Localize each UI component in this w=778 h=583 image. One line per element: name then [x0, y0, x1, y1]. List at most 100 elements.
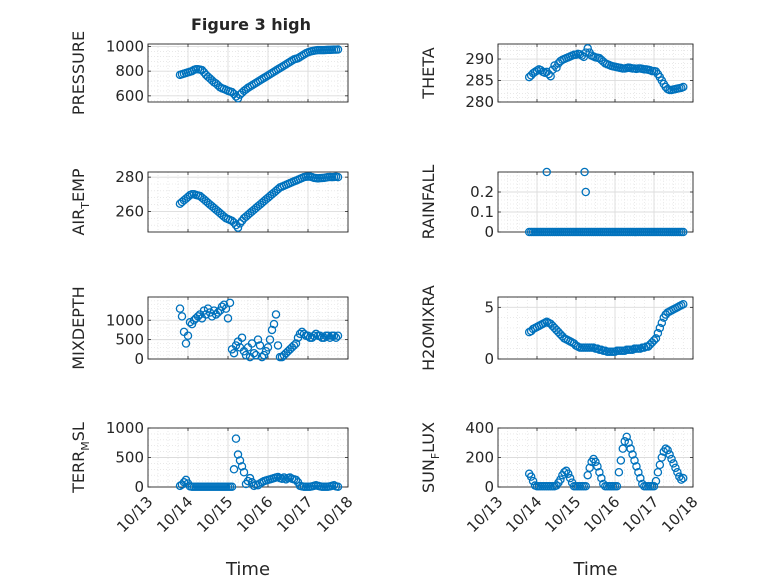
data-point — [263, 343, 273, 352]
data-point — [229, 348, 239, 358]
data-point — [636, 473, 645, 483]
ytick-label: 280 — [465, 93, 494, 111]
subplot-4: 0 0.1 0.2 RAINFALL — [419, 165, 694, 241]
ytick-label: 0 — [484, 223, 494, 241]
data-point — [229, 465, 239, 474]
data-point — [235, 456, 245, 465]
data-point — [583, 44, 592, 53]
data-point — [249, 348, 259, 358]
ytick-label: 200 — [465, 449, 494, 467]
ytick-label: 500 — [115, 331, 144, 349]
xtick-label: 10/16 — [580, 493, 623, 536]
data-point — [291, 339, 301, 348]
data-point — [303, 331, 313, 340]
data-point — [187, 66, 197, 76]
data-point — [231, 220, 241, 230]
series-markers — [524, 432, 688, 491]
data-point — [213, 308, 223, 317]
data-point — [175, 304, 185, 313]
data-point — [237, 333, 247, 342]
data-point — [235, 219, 245, 228]
data-point — [333, 172, 343, 182]
data-point — [679, 227, 688, 237]
data-point — [231, 92, 241, 101]
data-point — [624, 438, 633, 447]
data-point — [179, 478, 189, 487]
data-point — [319, 333, 329, 342]
data-point — [233, 450, 243, 459]
data-point — [669, 459, 678, 468]
axes-frame — [497, 296, 694, 360]
data-point — [657, 318, 667, 328]
data-point — [253, 335, 263, 344]
data-point — [665, 450, 674, 459]
data-point — [257, 352, 267, 362]
ytick-label: 800 — [115, 62, 144, 80]
data-point — [626, 444, 635, 453]
data-point — [237, 462, 247, 471]
data-point — [679, 473, 688, 483]
ylabel-6: H2OMIXRA — [419, 285, 438, 371]
data-point — [634, 467, 643, 477]
ytick-label: 0 — [484, 350, 494, 368]
ytick-label: 1000 — [106, 419, 144, 437]
data-point — [207, 312, 217, 321]
data-point — [323, 331, 333, 340]
data-point — [267, 325, 277, 335]
data-point — [193, 312, 203, 321]
data-point — [552, 63, 561, 72]
data-point — [241, 350, 251, 360]
data-point — [653, 328, 663, 338]
xtick-label: 10/16 — [233, 493, 276, 536]
data-point — [679, 82, 688, 92]
data-point — [663, 445, 672, 455]
data-point — [579, 52, 589, 62]
data-point — [657, 453, 667, 462]
data-point — [651, 67, 661, 76]
ylabel-3: AIRTEMP — [69, 168, 92, 235]
data-point — [620, 437, 630, 446]
data-point — [201, 310, 211, 319]
ylabel-5: MIXDEPTH — [69, 286, 88, 369]
data-point — [329, 331, 339, 340]
data-point — [225, 298, 235, 308]
data-point — [233, 223, 243, 232]
data-point — [177, 312, 187, 321]
ytick-label: 5 — [484, 298, 494, 316]
ytick-label: 0 — [134, 350, 144, 368]
data-point — [291, 475, 301, 485]
series-markers — [524, 167, 688, 237]
data-point — [563, 469, 573, 478]
subplot-2: 280 285 290 THETA — [419, 43, 694, 111]
data-point — [183, 331, 193, 340]
ytick-label: 0 — [484, 478, 494, 496]
ytick-label: 290 — [465, 50, 494, 68]
data-point — [612, 482, 622, 491]
ylabel-1: PRESSURE — [69, 31, 88, 115]
data-point — [325, 333, 335, 342]
axes-frame — [147, 171, 349, 233]
data-point — [239, 467, 249, 477]
series-markers — [524, 44, 688, 95]
data-point — [227, 482, 237, 491]
data-point — [333, 45, 343, 54]
ylabel-4: RAINFALL — [419, 165, 438, 240]
data-point — [597, 473, 606, 483]
data-point — [289, 341, 299, 350]
series-markers — [524, 299, 688, 357]
data-point — [661, 444, 670, 453]
subplot-6: 0 5 H2OMIXRA — [419, 285, 694, 371]
data-point — [585, 463, 594, 473]
data-point — [632, 462, 641, 471]
axes-frame — [147, 43, 349, 103]
data-point — [217, 302, 227, 311]
data-point — [247, 339, 257, 348]
data-point — [649, 482, 659, 491]
data-point — [311, 329, 321, 339]
data-point — [667, 454, 676, 464]
ytick-label: 600 — [115, 87, 144, 105]
